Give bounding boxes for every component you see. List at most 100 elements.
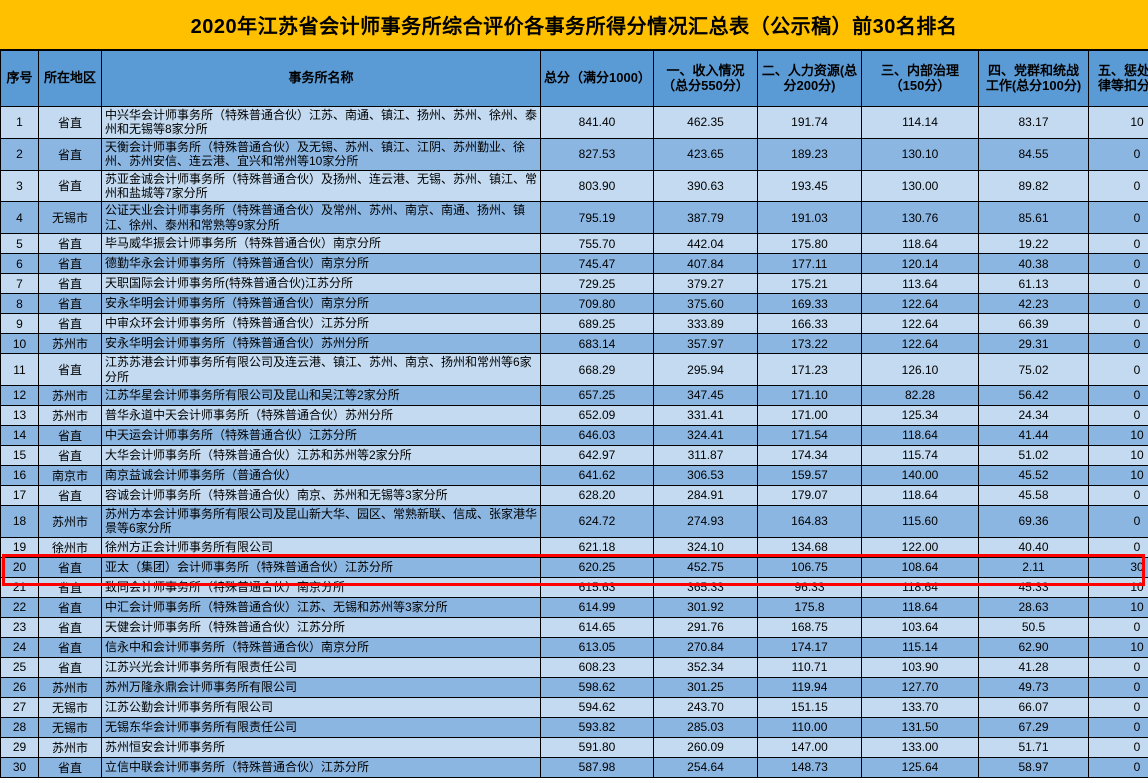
row-firm-name: 大华会计师事务所（特殊普通合伙）江苏和苏州等2家分所 [101,444,541,466]
row-total: 803.90 [540,169,654,203]
row-region: 苏州市 [38,736,102,758]
row-index: 29 [0,736,39,758]
row-total: 729.25 [540,273,654,295]
row-firm-name: 江苏兴光会计师事务所有限责任公司 [101,656,541,678]
row-income: 365.33 [653,576,758,598]
row-total: 614.65 [540,616,654,638]
table-row: 9 省直 中审众环会计师事务所（特殊普通合伙）江苏分所 689.25 333.89 166… [0,313,1148,335]
table-row: 16 南京市 南京益诚会计师事务所（普通合伙） 641.62 306.53 159.57 1… [0,464,1148,486]
row-income: 452.75 [653,556,758,578]
row-governance: 125.64 [861,756,979,778]
table-row: 17 省直 容诚会计师事务所（特殊普通合伙）南京、苏州和无锡等3家分所 628.20 2… [0,484,1148,506]
row-hr: 175.21 [757,273,862,295]
row-party: 58.97 [978,756,1089,778]
row-firm-name: 德勤华永会计师事务所（特殊普通合伙）南京分所 [101,253,541,275]
row-total: 591.80 [540,736,654,758]
row-total: 745.47 [540,253,654,275]
row-index: 18 [0,504,39,538]
row-party: 41.28 [978,656,1089,678]
row-firm-name: 致同会计师事务所（特殊普通合伙）南京分所 [101,576,541,598]
table-row: 29 苏州市 苏州恒安会计师事务所 591.80 260.09 147.00 133.00 5… [0,736,1148,758]
row-total: 598.62 [540,676,654,698]
table-row: 23 省直 天健会计师事务所（特殊普通合伙）江苏分所 614.65 291.76 168.… [0,616,1148,638]
table-row: 22 省直 中汇会计师事务所（特殊普通合伙）江苏、无锡和苏州等3家分所 614.99 3… [0,596,1148,618]
row-total: 668.29 [540,353,654,386]
row-region: 苏州市 [38,404,102,426]
row-region: 省直 [38,616,102,638]
table-row: 18 苏州市 苏州方本会计师事务所有限公司及昆山新大华、园区、常熟新联、信成、张家港… [0,504,1148,538]
row-income: 270.84 [653,636,758,658]
scores-table: 序号 所在地区 事务所名称 总分（满分1000） 一、收入情况（总分550分） … [0,50,1148,778]
row-region: 苏州市 [38,676,102,698]
row-hr: 174.34 [757,444,862,466]
row-firm-name: 徐州方正会计师事务所有限公司 [101,536,541,558]
row-total: 594.62 [540,696,654,718]
row-region: 苏州市 [38,504,102,538]
table-row: 11 省直 江苏苏港会计师事务所有限公司及连云港、镇江、苏州、南京、扬州和常州等6家… [0,353,1148,386]
row-penalty: 0 [1088,201,1148,235]
row-index: 1 [0,106,39,139]
row-index: 30 [0,756,39,778]
row-region: 省直 [38,484,102,506]
row-income: 387.79 [653,201,758,235]
row-total: 755.70 [540,233,654,255]
row-penalty: 0 [1088,313,1148,335]
row-hr: 148.73 [757,756,862,778]
table-row: 14 省直 中天运会计师事务所（特殊普通合伙）江苏分所 646.03 324.41 171… [0,424,1148,446]
row-region: 无锡市 [38,696,102,718]
row-governance: 118.64 [861,233,979,255]
table-row: 15 省直 大华会计师事务所（特殊普通合伙）江苏和苏州等2家分所 642.97 311.… [0,444,1148,466]
row-penalty: 0 [1088,169,1148,203]
row-penalty: 0 [1088,253,1148,275]
row-firm-name: 中汇会计师事务所（特殊普通合伙）江苏、无锡和苏州等3家分所 [101,596,541,618]
row-firm-name: 中天运会计师事务所（特殊普通合伙）江苏分所 [101,424,541,446]
row-party: 56.42 [978,384,1089,406]
row-hr: 193.45 [757,169,862,203]
row-index: 26 [0,676,39,698]
row-firm-name: 中兴华会计师事务所（特殊普通合伙）江苏、南通、镇江、扬州、苏州、徐州、泰州和无锡… [101,106,541,139]
row-total: 652.09 [540,404,654,426]
row-index: 25 [0,656,39,678]
row-hr: 110.00 [757,716,862,738]
page-title: 2020年江苏省会计师事务所综合评价各事务所得分情况汇总表（公示稿）前30名排名 [190,16,958,38]
row-index: 23 [0,616,39,638]
row-party: 62.90 [978,636,1089,658]
row-penalty: 0 [1088,616,1148,638]
row-penalty: 0 [1088,273,1148,295]
row-index: 17 [0,484,39,506]
row-party: 2.11 [978,556,1089,578]
row-region: 省直 [38,636,102,658]
row-penalty: 10 [1088,596,1148,618]
row-income: 285.03 [653,716,758,738]
row-firm-name: 普华永道中天会计师事务所（特殊普通合伙）苏州分所 [101,404,541,426]
table-row: 20 省直 亚太（集团）会计师事务所（特殊普通合伙）江苏分所 620.25 452.75… [0,556,1148,578]
row-total: 614.99 [540,596,654,618]
row-income: 301.25 [653,676,758,698]
row-governance: 118.64 [861,484,979,506]
row-hr: 96.33 [757,576,862,598]
row-income: 311.87 [653,444,758,466]
row-governance: 140.00 [861,464,979,486]
row-hr: 174.17 [757,636,862,658]
row-income: 462.35 [653,106,758,139]
row-penalty: 0 [1088,756,1148,778]
table-row: 21 省直 致同会计师事务所（特殊普通合伙）南京分所 615.63 365.33 96.3… [0,576,1148,598]
row-total: 646.03 [540,424,654,446]
row-region: 省直 [38,576,102,598]
row-hr: 134.68 [757,536,862,558]
row-hr: 171.10 [757,384,862,406]
table-row: 4 无锡市 公证天业会计师事务所（特殊普通合伙）及常州、苏州、南京、南通、扬州、镇江… [0,201,1148,235]
row-region: 省直 [38,313,102,335]
row-party: 29.31 [978,333,1089,355]
row-penalty: 0 [1088,484,1148,506]
row-firm-name: 苏州方本会计师事务所有限公司及昆山新大华、园区、常熟新联、信成、张家港华景等6家… [101,504,541,538]
table-row: 7 省直 天职国际会计师事务所(特殊普通合伙)江苏分所 729.25 379.27 175… [0,273,1148,295]
row-firm-name: 亚太（集团）会计师事务所（特殊普通合伙）江苏分所 [101,556,541,578]
row-index: 11 [0,353,39,386]
row-firm-name: 容诚会计师事务所（特殊普通合伙）南京、苏州和无锡等3家分所 [101,484,541,506]
row-income: 375.60 [653,293,758,315]
row-party: 66.39 [978,313,1089,335]
row-income: 243.70 [653,696,758,718]
table-row: 2 省直 天衡会计师事务所（特殊普通合伙）及无锡、苏州、镇江、江阴、苏州勤业、徐州、… [0,137,1148,171]
row-firm-name: 信永中和会计师事务所（特殊普通合伙）南京分所 [101,636,541,658]
